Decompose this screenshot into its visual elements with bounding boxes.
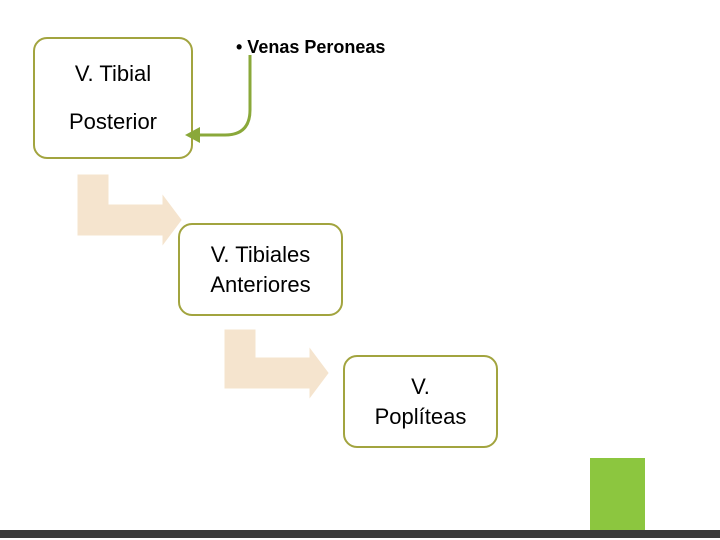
- node-text-line: V. Tibiales: [211, 240, 310, 270]
- l-arrow-icon: [78, 175, 181, 244]
- node-text-line: Poplíteas: [375, 402, 467, 432]
- node-tibiales-anteriores: V. Tibiales Anteriores: [178, 223, 343, 316]
- bullet-venas-peroneas: • Venas Peroneas: [236, 37, 385, 58]
- node-text-line: Posterior: [69, 98, 157, 146]
- decoration-dark-strip: [0, 530, 720, 538]
- curve-connector: [200, 55, 250, 135]
- node-tibial-posterior: V. Tibial Posterior: [33, 37, 193, 159]
- node-popliteas: V. Poplíteas: [343, 355, 498, 448]
- node-text-line: Anteriores: [210, 270, 310, 300]
- decoration-green-block: [590, 458, 645, 530]
- node-text-line: V.: [411, 372, 430, 402]
- node-text-line: V. Tibial: [75, 50, 151, 98]
- l-arrow-icon: [225, 330, 328, 397]
